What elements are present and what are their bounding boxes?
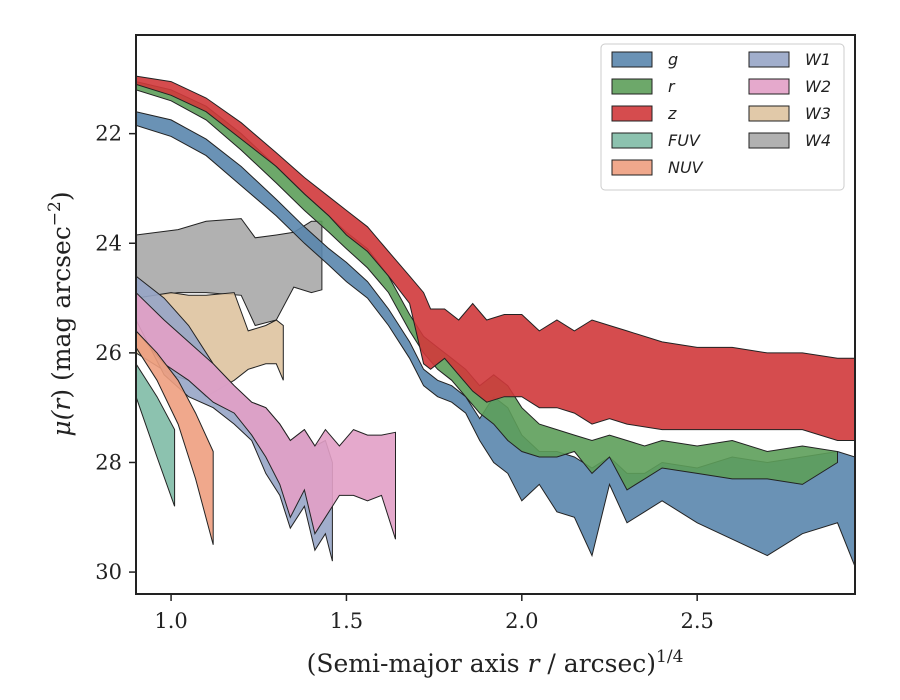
y-axis-ticks: 22 24 26 28 30 xyxy=(95,122,136,584)
band-fuv xyxy=(136,362,176,507)
y-tick-label: 30 xyxy=(95,560,122,584)
series-bands xyxy=(136,75,855,567)
x-tick-label: 2.0 xyxy=(505,609,538,633)
band-nuv xyxy=(136,330,214,545)
legend-swatch-w3 xyxy=(748,105,790,122)
legend-swatch-r xyxy=(611,78,653,95)
legend-swatch-fuv xyxy=(611,132,653,149)
y-tick-label: 26 xyxy=(95,341,122,365)
x-axis-ticks: 1.0 1.5 2.0 2.5 xyxy=(154,594,714,633)
band-z xyxy=(136,75,855,441)
plot-frame xyxy=(135,34,856,595)
legend-label-nuv: NUV xyxy=(668,158,704,177)
x-tick-label: 2.5 xyxy=(680,609,713,633)
legend-swatch-w4 xyxy=(748,132,790,149)
legend-swatch-w1 xyxy=(748,51,790,68)
y-tick-label: 22 xyxy=(95,122,122,146)
legend: grz FUV NUV W1 W2 W3 W4 xyxy=(600,43,845,191)
legend-label-w4: W4 xyxy=(805,131,831,150)
legend-label-z: z xyxy=(667,104,677,123)
legend-label-fuv: FUV xyxy=(668,131,701,150)
x-tick-label: 1.5 xyxy=(330,609,363,633)
legend-label-r: r xyxy=(668,77,676,96)
band-w2 xyxy=(136,291,396,540)
band-w4 xyxy=(136,218,323,327)
band-g xyxy=(136,111,855,567)
legend-label-w2: W2 xyxy=(805,77,831,96)
y-tick-label: 28 xyxy=(95,450,122,474)
legend-swatch-z xyxy=(611,105,653,122)
x-tick-label: 1.0 xyxy=(154,609,187,633)
legend-label-g: g xyxy=(668,50,678,69)
y-axis-label: μ(r) (mag arcsec−2) xyxy=(45,191,76,436)
legend-label-w3: W3 xyxy=(805,104,831,123)
legend-label-w1: W1 xyxy=(805,50,831,69)
x-axis-label: (Semi-major axis r / arcsec)1/4 xyxy=(307,647,684,678)
y-tick-label: 24 xyxy=(95,231,122,255)
legend-swatch-g xyxy=(611,51,653,68)
legend-swatch-nuv xyxy=(611,159,653,176)
legend-swatch-w2 xyxy=(748,78,790,95)
